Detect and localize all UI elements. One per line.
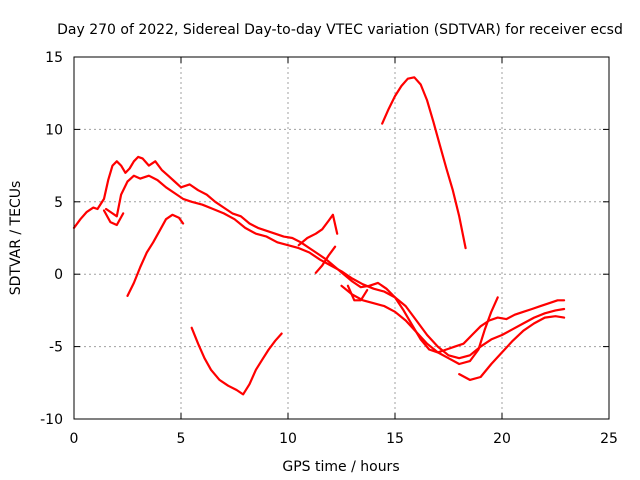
series-trace-5 xyxy=(126,213,185,297)
series-trace-3 xyxy=(340,284,499,366)
series-trace-1 xyxy=(72,155,566,354)
y-tick-label: 5 xyxy=(54,195,63,211)
grid xyxy=(74,57,609,419)
series-trace-11 xyxy=(346,284,369,302)
series-trace-7 xyxy=(381,76,467,250)
series-trace-10 xyxy=(314,245,337,274)
y-axis-label: SDTVAR / TECUs xyxy=(8,181,24,296)
x-tick-label: 15 xyxy=(386,431,404,447)
x-tick-label: 25 xyxy=(600,431,618,447)
x-tick-label: 0 xyxy=(70,431,79,447)
y-tick-label: 15 xyxy=(45,50,63,66)
series-trace-9 xyxy=(297,213,339,247)
x-tick-label: 5 xyxy=(177,431,186,447)
y-tick-label: 10 xyxy=(45,122,63,138)
x-axis-label: GPS time / hours xyxy=(282,459,399,475)
series-trace-2 xyxy=(104,174,566,360)
plot-frame xyxy=(73,56,610,420)
chart-title: Day 270 of 2022, Sidereal Day-to-day VTE… xyxy=(57,22,623,38)
x-tick-label: 20 xyxy=(493,431,511,447)
series-trace-6 xyxy=(190,326,283,396)
y-tick-label: -5 xyxy=(49,340,63,356)
axis-ticks: 0 5 10 15 20 25 -10 -5 0 5 10 15 xyxy=(40,50,618,447)
data-traces xyxy=(72,76,566,396)
y-tick-label: -10 xyxy=(40,412,63,428)
x-tick-label: 10 xyxy=(279,431,297,447)
series-trace-8 xyxy=(102,209,125,227)
y-tick-label: 0 xyxy=(54,267,63,283)
series-trace-4 xyxy=(458,315,566,381)
